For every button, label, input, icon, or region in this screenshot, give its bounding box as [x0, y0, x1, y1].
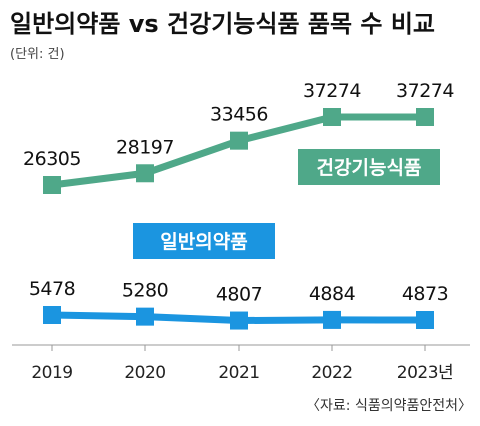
legend-box — [133, 223, 275, 259]
legend-label: 일반의약품 — [160, 231, 247, 253]
data-point — [323, 108, 341, 126]
data-point — [136, 164, 154, 183]
x-tick-label: 2022 — [311, 363, 352, 383]
x-tick-label: 2020 — [124, 363, 165, 383]
data-point — [416, 311, 434, 329]
source-note: 〈자료: 식품의약품안전처〉 — [306, 398, 472, 414]
data-label: 37274 — [303, 80, 361, 102]
data-point — [416, 108, 434, 126]
legend-label: 건강기능식품 — [317, 157, 422, 179]
data-label: 37274 — [396, 80, 454, 102]
data-label: 4884 — [309, 283, 356, 305]
x-tick-label: 2021 — [218, 363, 259, 383]
chart-unit: (단위: 건) — [10, 47, 65, 62]
data-label: 5478 — [29, 278, 75, 300]
data-point — [230, 311, 248, 330]
data-point — [323, 310, 341, 329]
data-label: 26305 — [23, 148, 81, 170]
data-label: 28197 — [116, 136, 174, 158]
data-point — [230, 131, 248, 150]
data-point — [136, 307, 154, 326]
data-label: 4873 — [402, 283, 448, 305]
x-tick-label: 2019 — [31, 363, 72, 383]
chart-title: 일반의약품 vs 건강기능식품 품목 수 비교 — [10, 10, 435, 38]
series-layer: 26305 28197 33456 37274 37274 5478 5280 4807 488… — [23, 80, 455, 330]
data-point — [43, 306, 61, 324]
data-label: 4807 — [216, 284, 262, 306]
data-label: 5280 — [122, 280, 168, 302]
axis-layer: 2019 2020 2021 2022 2023년 — [12, 344, 470, 383]
data-label: 33456 — [210, 104, 268, 126]
data-point — [43, 176, 61, 194]
legend-box — [298, 149, 440, 185]
x-tick-label: 2023년 — [397, 363, 453, 383]
